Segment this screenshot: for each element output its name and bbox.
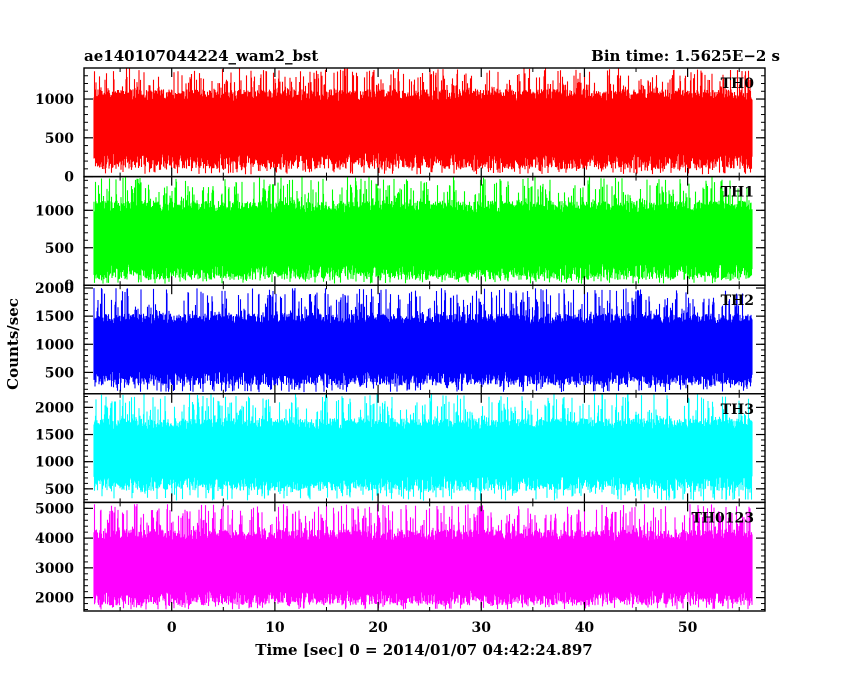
- x-tick-label: 50: [678, 620, 698, 636]
- series-label-th1: TH1: [721, 185, 754, 201]
- panel-th0: 0 500 1000 TH0: [35, 67, 766, 186]
- x-tick-label: 10: [265, 620, 285, 636]
- y-tick-label: 2000: [35, 281, 74, 297]
- series-label-th0: TH0: [721, 76, 755, 92]
- y-tick-label: 1000: [35, 203, 74, 219]
- panel-frame: [83, 501, 766, 612]
- x-axis-tick-labels: 0 10 20 30 40 50: [167, 620, 698, 636]
- y-tick-label: 3000: [35, 561, 74, 577]
- y-tick-label: 2000: [35, 591, 74, 607]
- series-label-th3: TH3: [721, 402, 754, 418]
- y-tick-label: 1500: [35, 428, 74, 444]
- panel-th3: 500 1000 1500 2000 TH3: [35, 393, 766, 504]
- y-tick-label: 500: [45, 241, 74, 257]
- y-tick-label: 1000: [35, 92, 74, 108]
- y-tick-label: 5000: [35, 501, 74, 517]
- series-line-th1: [93, 176, 753, 284]
- y-tick-label: 500: [45, 482, 74, 498]
- x-tick-label: 30: [472, 620, 492, 636]
- series-line-th0123: [93, 504, 753, 610]
- y-tick-label: 0: [64, 278, 74, 294]
- series-line-th3: [93, 393, 753, 501]
- y-tick-label: 1500: [35, 309, 74, 325]
- y-tick-label: 1000: [35, 455, 74, 471]
- y-tick-label: 4000: [35, 531, 74, 547]
- chart-title-right: Bin time: 1.5625E−2 s: [591, 47, 780, 65]
- x-tick-label: 40: [575, 620, 595, 636]
- panel-th2: 500 1000 1500 2000 TH2: [35, 281, 766, 395]
- panel-group: 05001000TH005001000TH1500100015002000TH2…: [35, 67, 766, 636]
- series-line-th0: [93, 68, 753, 175]
- y-tick-label: 1000: [35, 337, 74, 353]
- y-axis-label: Counts/sec: [4, 298, 22, 390]
- panel-th0123: 2000 3000 4000 5000 TH0123: [35, 501, 766, 612]
- chart-title-left: ae140107044224_wam2_bst: [84, 47, 318, 65]
- y-tick-label: 0: [64, 170, 74, 186]
- series-label-th2: TH2: [721, 293, 754, 309]
- x-tick-label: 0: [167, 620, 177, 636]
- series-label-th0123: TH0123: [691, 510, 754, 526]
- series-line-th2: [93, 288, 753, 393]
- y-tick-label: 500: [45, 131, 74, 147]
- y-tick-label: 2000: [35, 400, 74, 416]
- x-tick-label: 20: [368, 620, 388, 636]
- y-tick-label: 500: [45, 365, 74, 381]
- x-axis-label: Time [sec] 0 = 2014/01/07 04:42:24.897: [255, 641, 592, 659]
- panel-th1: 0 500 1000 TH1: [35, 175, 766, 294]
